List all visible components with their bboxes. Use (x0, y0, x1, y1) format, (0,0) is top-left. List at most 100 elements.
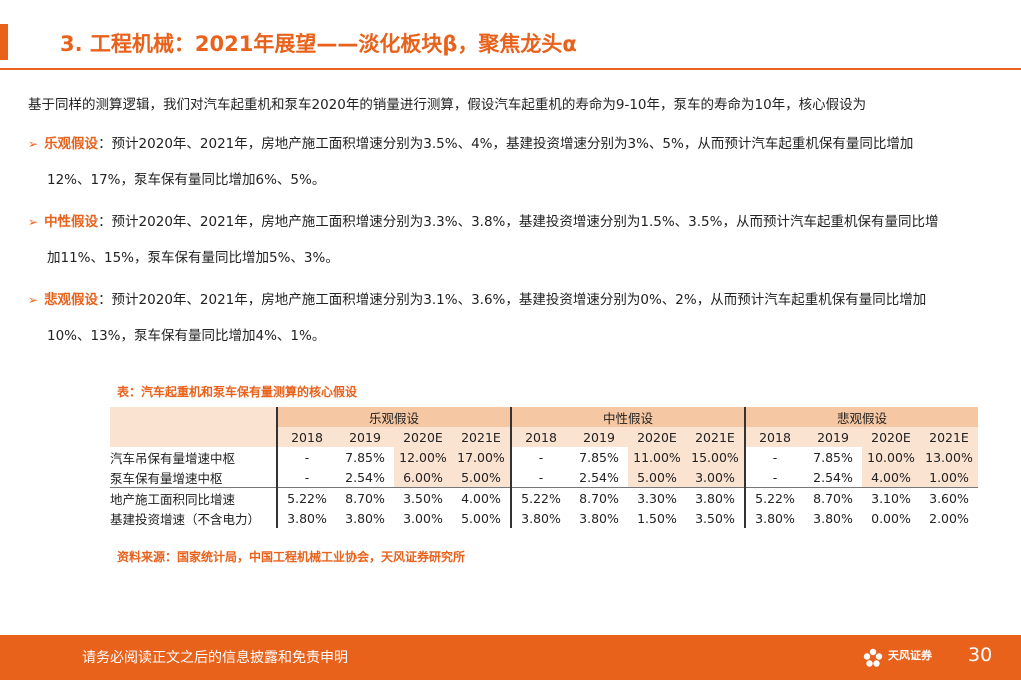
table-cell: 3.50% (685, 508, 747, 528)
table-cell: - (277, 467, 337, 488)
table-cell: 3.80% (813, 510, 853, 526)
table-cell: 3.10% (871, 490, 911, 506)
case-neutral: ➢ 中性假设：预计2020年、2021年，房地产施工面积增速分别为3.3%、3.8… (28, 204, 1003, 276)
brand-logo: 天风证券 (862, 645, 952, 671)
table-cell: 3.80% (685, 487, 747, 508)
table-cell: 2.54% (804, 467, 862, 488)
row-label: 基建投资增速（不含电力） (110, 508, 278, 528)
table-cell: 4.00% (451, 487, 513, 508)
page-title: 3. 工程机械：2021年展望——淡化板块β，聚焦龙头α (60, 32, 577, 56)
year-header: 2020E (393, 427, 452, 447)
case-text-line1: ：预计2020年、2021年，房地产施工面积增速分别为3.3%、3.8%，基建投… (98, 214, 939, 230)
case-name: 中性假设 (44, 214, 99, 230)
table-cell: 5.00% (627, 467, 686, 488)
table-cell: 2.54% (570, 467, 628, 488)
case-optimistic: ➢ 乐观假设：预计2020年、2021年，房地产施工面积增速分别为3.5%、4%，… (28, 126, 1003, 198)
table-cell: 7.85% (345, 449, 385, 465)
table-corner-cell (110, 427, 278, 447)
table-cell: 2.00% (929, 510, 969, 526)
table-cell: 17.00% (451, 447, 513, 467)
table-row: 汽车吊保有量增速中枢 - 7.85% 12.00% 17.00% - 7.85%… (110, 447, 978, 467)
table-cell: 5.00% (451, 467, 513, 488)
year-header: 2019 (336, 427, 394, 447)
year-header: 2018 (745, 427, 805, 447)
table-cell: - (304, 449, 310, 465)
case-name: 悲观假设 (44, 292, 99, 308)
arrow-bullet-icon: ➢ (28, 293, 39, 307)
table-cell: 3.00% (403, 510, 443, 526)
case-text-line2: 加11%、15%，泵车保有量同比增加5%、3%。 (47, 250, 339, 266)
table-row: 基建投资增速（不含电力） 3.80% 3.80% 3.00% 5.00% 3.8… (110, 508, 978, 528)
year-header: 2018 (277, 427, 337, 447)
table-cell: 2.54% (336, 467, 394, 488)
table-cell: - (772, 449, 778, 465)
table-cell: 8.70% (579, 490, 619, 506)
case-text-line2: 12%、17%，泵车保有量同比增加6%、5%。 (47, 172, 326, 188)
table-cell: 3.80% (579, 510, 619, 526)
table-row: 泵车保有量增速中枢 - 2.54% 6.00% 5.00% - 2.54% 5.… (110, 467, 978, 488)
table-year-header-row: 2018 2019 2020E 2021E 2018 2019 2020E 20… (110, 427, 978, 447)
title-bar: 3. 工程机械：2021年展望——淡化板块β，聚焦龙头α (0, 22, 1021, 62)
case-text-line1: ：预计2020年、2021年，房地产施工面积增速分别为3.1%、3.6%，基建投… (98, 292, 927, 308)
table-cell: 1.50% (637, 510, 677, 526)
table-cell: 5.22% (521, 490, 561, 506)
case-text-line2: 10%、13%，泵车保有量同比增加4%、1%。 (47, 328, 326, 344)
table-cell: - (538, 449, 544, 465)
year-header: 2018 (511, 427, 571, 447)
table-cell: 5.22% (755, 490, 795, 506)
table-cell: 3.80% (521, 510, 561, 526)
year-header: 2019 (804, 427, 862, 447)
assumption-table: 乐观假设 中性假设 悲观假设 2018 2019 2020E 2021E 201… (110, 407, 978, 528)
year-header: 2019 (570, 427, 628, 447)
table-cell: 3.00% (685, 467, 747, 488)
row-label: 汽车吊保有量增速中枢 (110, 447, 278, 467)
table-cell: 8.70% (345, 490, 385, 506)
table-cell: 3.30% (637, 490, 677, 506)
case-name: 乐观假设 (44, 136, 99, 152)
table-cell: - (745, 467, 805, 488)
title-accent-bar (0, 24, 8, 60)
case-text-line1: ：预计2020年、2021年，房地产施工面积增速分别为3.5%、4%，基建投资增… (98, 136, 914, 152)
table-cell: 4.00% (862, 467, 920, 488)
page-number: 30 (968, 644, 993, 666)
footer-disclaimer: 请务必阅读正文之后的信息披露和免责申明 (82, 650, 348, 666)
arrow-bullet-icon: ➢ (28, 215, 39, 229)
table-cell: 11.00% (627, 447, 686, 467)
brand-name: 天风证券 (888, 649, 932, 662)
table-cell: 3.80% (287, 510, 327, 526)
table-cell: 3.60% (929, 490, 969, 506)
table-cell: 3.80% (345, 510, 385, 526)
year-header: 2020E (627, 427, 686, 447)
year-header: 2021E (919, 427, 978, 447)
intro-paragraph: 基于同样的测算逻辑，我们对汽车起重机和泵车2020年的销量进行测算，假设汽车起重… (28, 97, 867, 113)
table-cell: - (511, 467, 571, 488)
table-group-header-row: 乐观假设 中性假设 悲观假设 (110, 407, 978, 427)
table-cell: 7.85% (813, 449, 853, 465)
table-corner-cell (110, 407, 278, 427)
arrow-bullet-icon: ➢ (28, 137, 39, 151)
year-header: 2020E (862, 427, 920, 447)
table-cell: 6.00% (393, 467, 452, 488)
group-header-optimistic: 乐观假设 (277, 407, 512, 427)
table-source-note: 资料来源：国家统计局，中国工程机械工业协会，天风证券研究所 (117, 550, 466, 564)
group-header-pessimistic: 悲观假设 (745, 407, 978, 427)
year-header: 2021E (451, 427, 513, 447)
group-header-neutral: 中性假设 (511, 407, 746, 427)
case-pessimistic: ➢ 悲观假设：预计2020年、2021年，房地产施工面积增速分别为3.1%、3.6… (28, 282, 1003, 354)
table-cell: 0.00% (871, 510, 911, 526)
footer-bar: 请务必阅读正文之后的信息披露和免责申明 天风证券 30 (0, 635, 1021, 680)
table-cell: 10.00% (862, 447, 920, 467)
table-cell: 15.00% (685, 447, 747, 467)
table-row: 地产施工面积同比增速 5.22% 8.70% 3.50% 4.00% 5.22%… (110, 487, 978, 508)
title-divider (0, 68, 1021, 70)
table-cell: 7.85% (579, 449, 619, 465)
table-cell: 5.00% (451, 508, 513, 528)
row-label: 泵车保有量增速中枢 (110, 467, 278, 488)
table-cell: 3.80% (755, 510, 795, 526)
flower-logo-icon (863, 648, 883, 667)
table-caption: 表：汽车起重机和泵车保有量测算的核心假设 (117, 385, 358, 399)
table-cell: 5.22% (287, 490, 327, 506)
table-cell: 12.00% (393, 447, 452, 467)
table-cell: 1.00% (919, 467, 978, 488)
table-cell: 8.70% (813, 490, 853, 506)
